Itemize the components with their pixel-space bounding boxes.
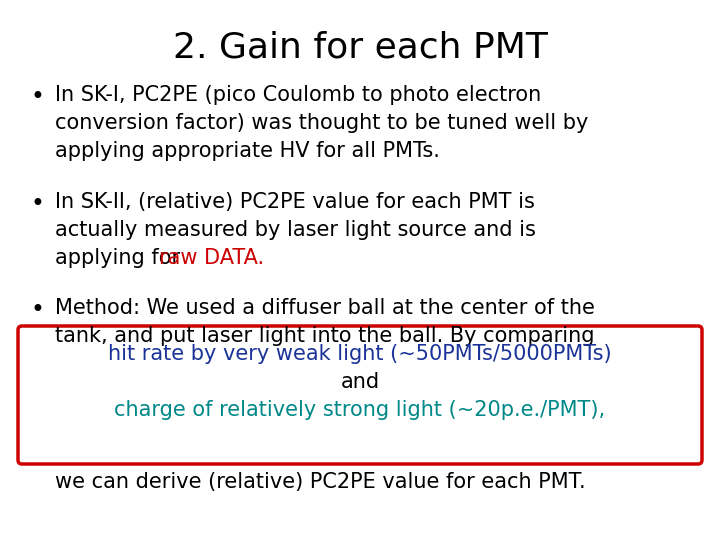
Text: In SK-I, PC2PE (pico Coulomb to photo electron: In SK-I, PC2PE (pico Coulomb to photo el… — [55, 85, 541, 105]
Text: hit rate by very weak light (~50PMTs/5000PMTs): hit rate by very weak light (~50PMTs/500… — [108, 344, 612, 364]
Text: actually measured by laser light source and is: actually measured by laser light source … — [55, 220, 536, 240]
Text: applying appropriate HV for all PMTs.: applying appropriate HV for all PMTs. — [55, 141, 440, 161]
Text: Method: We used a diffuser ball at the center of the: Method: We used a diffuser ball at the c… — [55, 298, 595, 318]
Text: In SK-II, (relative) PC2PE value for each PMT is: In SK-II, (relative) PC2PE value for eac… — [55, 192, 535, 212]
Text: tank, and put laser light into the ball. By comparing: tank, and put laser light into the ball.… — [55, 326, 595, 346]
Text: conversion factor) was thought to be tuned well by: conversion factor) was thought to be tun… — [55, 113, 588, 133]
FancyBboxPatch shape — [18, 326, 702, 464]
Text: raw DATA.: raw DATA. — [159, 248, 264, 268]
Text: and: and — [341, 372, 379, 392]
Text: applying for: applying for — [55, 248, 186, 268]
Text: •: • — [30, 192, 44, 216]
Text: we can derive (relative) PC2PE value for each PMT.: we can derive (relative) PC2PE value for… — [55, 472, 585, 492]
Text: charge of relatively strong light (~20p.e./PMT),: charge of relatively strong light (~20p.… — [114, 400, 606, 420]
Text: 2. Gain for each PMT: 2. Gain for each PMT — [173, 30, 547, 64]
Text: •: • — [30, 298, 44, 322]
Text: •: • — [30, 85, 44, 109]
